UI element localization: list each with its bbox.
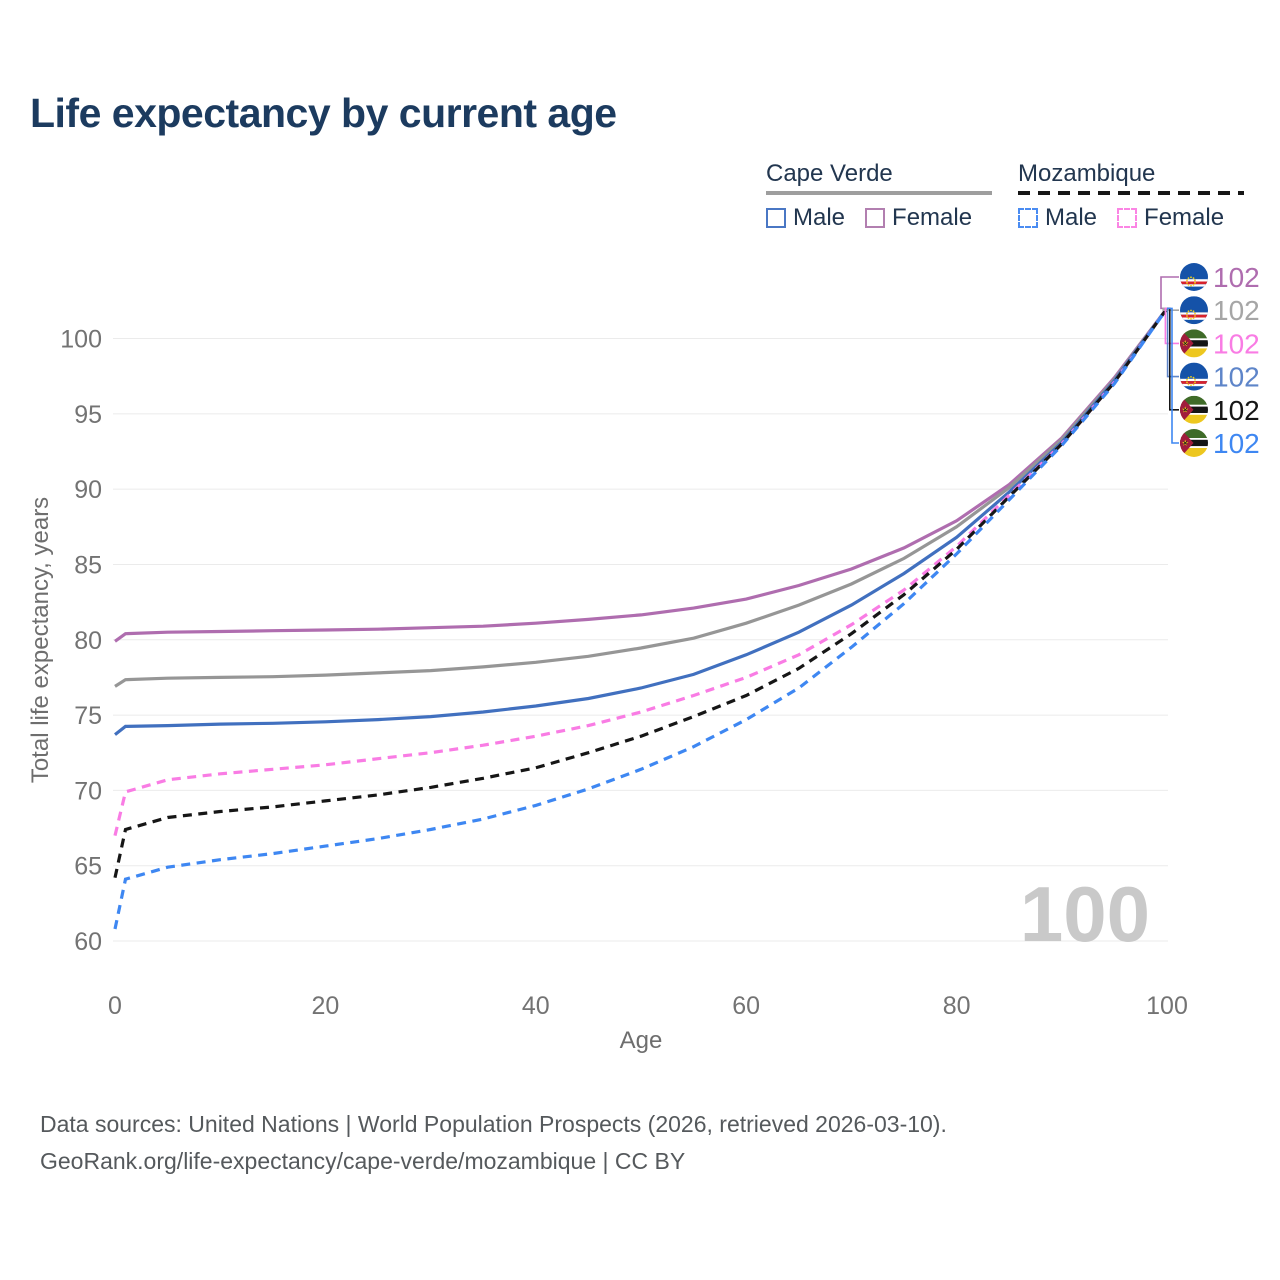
cape-verde-flag-icon	[1180, 296, 1208, 324]
series-line-cape-verde-both-sexes[interactable]	[114, 307, 1169, 688]
end-value-label: 102	[1213, 295, 1260, 326]
y-tick-label: 85	[74, 551, 102, 579]
end-value-label: 102	[1213, 395, 1260, 426]
legend-group-line-sample	[1018, 191, 1245, 195]
y-tick-label: 90	[74, 476, 102, 504]
legend-group-label: Mozambique	[1018, 160, 1156, 187]
x-tick-label: 80	[943, 992, 971, 1020]
end-value-label: 102	[1213, 362, 1260, 393]
y-tick-label: 65	[74, 853, 102, 881]
legend-swatch	[766, 208, 786, 228]
x-tick-label: 60	[732, 992, 760, 1020]
legend-group-label: Cape Verde	[766, 160, 893, 187]
series-line-mozambique-both-sexes[interactable]	[113, 307, 1169, 879]
label-leader-line	[1166, 307, 1179, 378]
page-title: Life expectancy by current age	[30, 90, 617, 136]
legend-swatch	[1117, 208, 1138, 228]
legend-item-label: Female	[1144, 204, 1225, 231]
x-axis-title: Age	[620, 1027, 663, 1054]
x-tick-label: 0	[108, 992, 122, 1020]
legend-item-cape-verde-female[interactable]: Female	[865, 204, 972, 232]
series-line-cape-verde-female[interactable]	[114, 307, 1169, 643]
end-value-label: 102	[1213, 262, 1260, 293]
legend-swatch	[865, 208, 886, 228]
y-tick-label: 70	[74, 777, 102, 805]
x-tick-label: 20	[311, 992, 339, 1020]
y-tick-label: 80	[74, 627, 102, 655]
label-leader-line	[1160, 276, 1179, 310]
legend-group-line-sample	[766, 191, 993, 195]
legend-group-mozambique: Mozambique Male Female	[1018, 160, 1245, 232]
x-tick-label: 100	[1146, 992, 1188, 1020]
y-tick-label: 60	[74, 928, 102, 956]
series-line-cape-verde-male[interactable]	[114, 307, 1169, 736]
legend-item-cape-verde-male[interactable]: Male	[766, 204, 845, 232]
legend-swatch	[1018, 208, 1038, 228]
mozambique-flag-icon	[1180, 328, 1208, 358]
mozambique-flag-icon	[1180, 428, 1208, 458]
label-leader-line	[1167, 307, 1179, 444]
y-tick-label: 95	[74, 401, 102, 429]
end-value-label: 102	[1213, 328, 1260, 359]
legend-item-label: Female	[892, 204, 973, 231]
footer: Data sources: United Nations | World Pop…	[40, 1106, 947, 1180]
label-leader-line	[1167, 307, 1179, 411]
age-counter-watermark: 100	[1020, 870, 1150, 958]
cape-verde-flag-icon	[1180, 363, 1208, 391]
legend-group-cape-verde: Cape Verde Male Female	[766, 160, 993, 232]
x-tick-label: 40	[522, 992, 550, 1020]
attribution-note: GeoRank.org/life-expectancy/cape-verde/m…	[40, 1148, 686, 1174]
legend-item-label: Male	[1045, 204, 1098, 231]
series-line-mozambique-male[interactable]	[113, 307, 1169, 930]
data-source-note: Data sources: United Nations | World Pop…	[40, 1111, 947, 1137]
series-line-mozambique-female[interactable]	[113, 307, 1169, 836]
y-axis-title: Total life expectancy, years	[27, 497, 54, 783]
legend-item-label: Male	[793, 204, 846, 231]
mozambique-flag-icon	[1180, 395, 1208, 425]
legend-item-mozambique-female[interactable]: Female	[1117, 204, 1224, 232]
legend-item-mozambique-male[interactable]: Male	[1018, 204, 1097, 232]
y-tick-label: 100	[60, 326, 102, 354]
cape-verde-flag-icon	[1180, 263, 1208, 291]
y-tick-label: 75	[74, 702, 102, 730]
end-value-label: 102	[1213, 428, 1260, 459]
